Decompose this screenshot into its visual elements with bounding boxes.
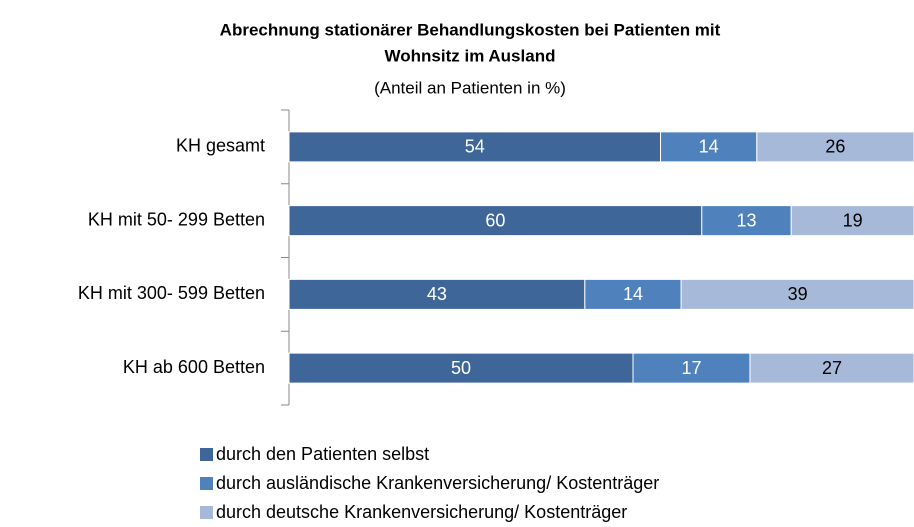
- legend-swatch: [200, 506, 213, 519]
- bar-segment: [701, 205, 792, 237]
- data-label: 26: [825, 137, 845, 157]
- bar-segment: [288, 205, 703, 237]
- data-label: 17: [681, 358, 701, 378]
- legend-label: durch den Patienten selbst: [216, 444, 429, 464]
- chart-title: Abrechnung stationärer Behandlungskosten…: [220, 20, 721, 39]
- y-tick-label: KH ab 600 Betten: [123, 357, 265, 377]
- bar-segment: [756, 131, 914, 163]
- data-label: 13: [737, 210, 757, 230]
- bar-segment: [680, 278, 914, 310]
- bar-segment: [288, 352, 634, 384]
- data-label: 39: [788, 284, 808, 304]
- data-label: 50: [451, 358, 471, 378]
- chart-title: Wohnsitz im Ausland: [385, 46, 556, 65]
- bar-segment: [288, 131, 662, 163]
- data-label: 60: [485, 210, 505, 230]
- y-tick-label: KH gesamt: [176, 136, 265, 156]
- bar-segment: [632, 352, 751, 384]
- data-label: 19: [843, 210, 863, 230]
- bar-segment: [584, 278, 682, 310]
- data-label: 27: [822, 358, 842, 378]
- y-tick-label: KH mit 50- 299 Betten: [88, 209, 265, 229]
- data-label: 54: [465, 137, 485, 157]
- data-label: 14: [699, 137, 719, 157]
- bar-segment: [790, 205, 914, 237]
- legend-label: durch ausländische Krankenversicherung/ …: [216, 473, 659, 493]
- legend-swatch: [200, 448, 213, 461]
- bar-segment: [749, 352, 914, 384]
- legend-swatch: [200, 477, 213, 490]
- y-tick-label: KH mit 300- 599 Betten: [78, 283, 265, 303]
- data-label: 43: [427, 284, 447, 304]
- data-label: 14: [623, 284, 643, 304]
- bar-segment: [288, 278, 586, 310]
- chart-subtitle: (Anteil an Patienten in %): [374, 78, 566, 97]
- legend-label: durch deutsche Krankenversicherung/ Kost…: [216, 502, 627, 522]
